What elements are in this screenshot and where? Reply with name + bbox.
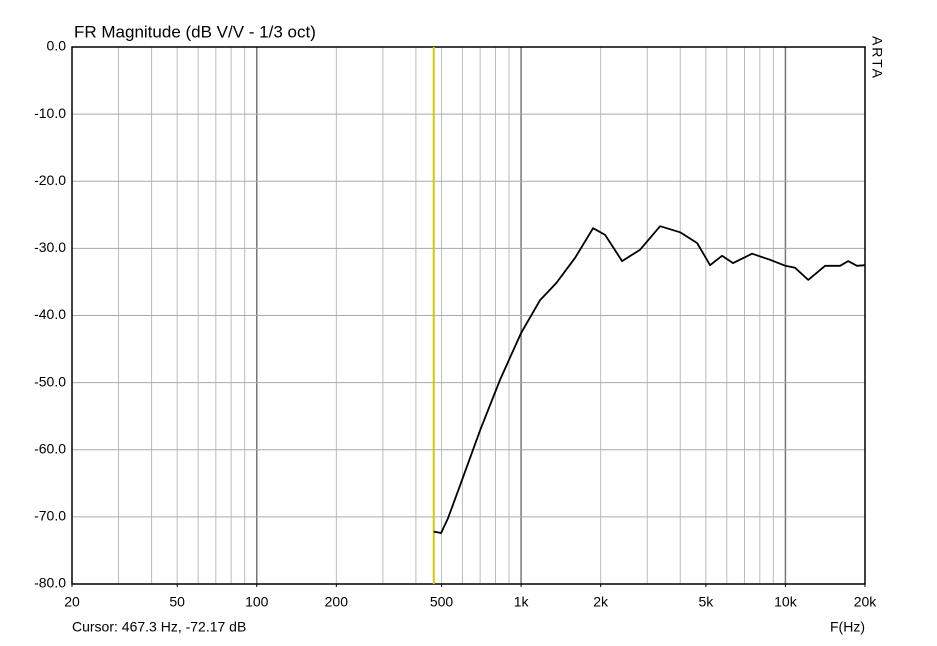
y-tick-label: 0.0 — [47, 38, 67, 54]
chart-title: FR Magnitude (dB V/V - 1/3 oct) — [74, 22, 316, 41]
side-label: ARTA — [869, 36, 885, 80]
y-tick-label: -30.0 — [34, 239, 66, 255]
x-tick-label: 20 — [64, 594, 80, 610]
y-tick-label: -50.0 — [34, 373, 66, 389]
x-tick-label: 500 — [430, 594, 454, 610]
x-axis-label: F(Hz) — [830, 619, 865, 635]
x-tick-label: 1k — [514, 594, 530, 610]
cursor-readout: Cursor: 467.3 Hz, -72.17 dB — [72, 619, 246, 635]
plot-frame — [71, 46, 866, 585]
y-tick-label: -40.0 — [34, 306, 66, 322]
x-tick-label: 20k — [854, 594, 878, 610]
y-tick-label: -80.0 — [34, 575, 66, 591]
x-tick-label: 2k — [593, 594, 609, 610]
line-series — [433, 225, 866, 534]
y-tick-label: -20.0 — [34, 172, 66, 188]
y-tick-label: -60.0 — [34, 440, 66, 456]
x-tick-label: 50 — [169, 594, 185, 610]
x-tick-label: 5k — [698, 594, 714, 610]
x-tick-label: 100 — [245, 594, 269, 610]
x-tick-label: 10k — [774, 594, 798, 610]
y-tick-label: -10.0 — [34, 105, 66, 121]
y-tick-label: -70.0 — [34, 508, 66, 524]
x-tick-label: 200 — [325, 594, 349, 610]
